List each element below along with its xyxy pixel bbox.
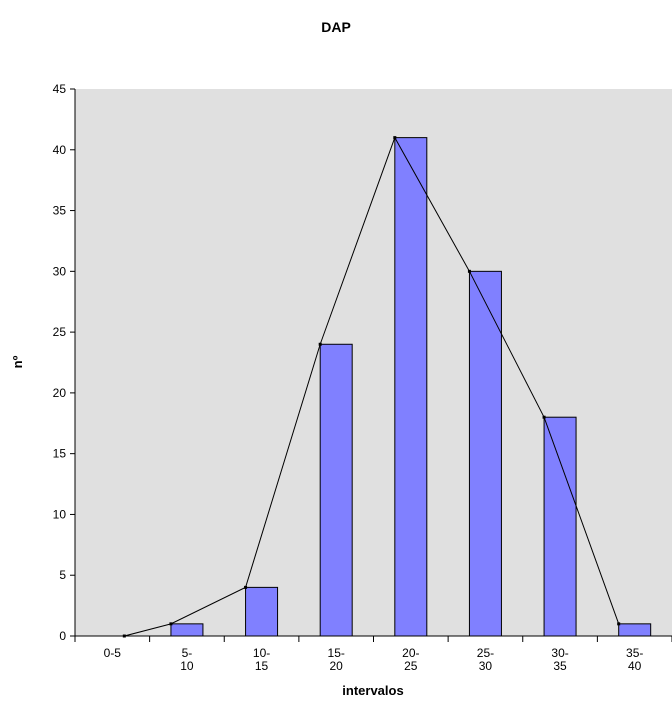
chart-title: DAP	[321, 19, 351, 35]
y-tick-label: 5	[59, 568, 66, 582]
data-point	[542, 415, 546, 419]
bar	[618, 623, 652, 637]
x-tick-label: 10-	[253, 646, 270, 660]
y-tick-label: 20	[53, 386, 67, 400]
x-tick-label: 10	[180, 659, 194, 673]
plot-area	[75, 89, 672, 636]
bar	[245, 586, 279, 637]
y-tick-label: 15	[53, 447, 67, 461]
x-tick-label: 25	[404, 659, 418, 673]
bars	[170, 137, 652, 637]
y-axis-ticks: 0 5 10 15 20 25 30 35 40 45	[53, 82, 75, 643]
bar	[543, 416, 577, 637]
x-axis-ticks: 0-5 5-10 10-15 15-20 20-25 25-30 30-35 35-40	[74, 636, 672, 673]
x-tick-label: 15-	[328, 646, 345, 660]
bar	[170, 623, 204, 637]
y-tick-label: 35	[53, 204, 67, 218]
data-point	[393, 136, 397, 140]
bar	[468, 270, 502, 637]
y-tick-label: 10	[53, 507, 67, 521]
y-tick-label: 30	[53, 264, 67, 278]
x-tick-label: 5-	[182, 646, 193, 660]
frequency-polygon-line	[124, 136, 620, 637]
data-point	[617, 622, 621, 626]
data-point	[318, 342, 322, 346]
bar	[319, 343, 353, 637]
x-tick-label: 35-	[626, 646, 643, 660]
data-point	[169, 622, 173, 626]
bar	[394, 137, 428, 637]
x-tick-label: 35	[553, 659, 567, 673]
y-tick-label: 0	[59, 629, 66, 643]
x-tick-label: 0-5	[104, 646, 122, 660]
data-point	[244, 585, 248, 589]
y-tick-label: 40	[53, 143, 67, 157]
x-tick-label: 40	[628, 659, 642, 673]
x-tick-label: 30	[479, 659, 493, 673]
x-tick-label: 30-	[551, 646, 568, 660]
x-tick-label: 25-	[477, 646, 494, 660]
x-tick-label: 20	[330, 659, 344, 673]
x-axis-label: intervalos	[342, 683, 403, 698]
y-tick-label: 25	[53, 325, 67, 339]
x-tick-label: 15	[255, 659, 269, 673]
data-point	[467, 269, 471, 273]
x-tick-label: 20-	[402, 646, 419, 660]
y-axis-label: nº	[10, 355, 25, 368]
y-tick-label: 45	[53, 82, 67, 96]
